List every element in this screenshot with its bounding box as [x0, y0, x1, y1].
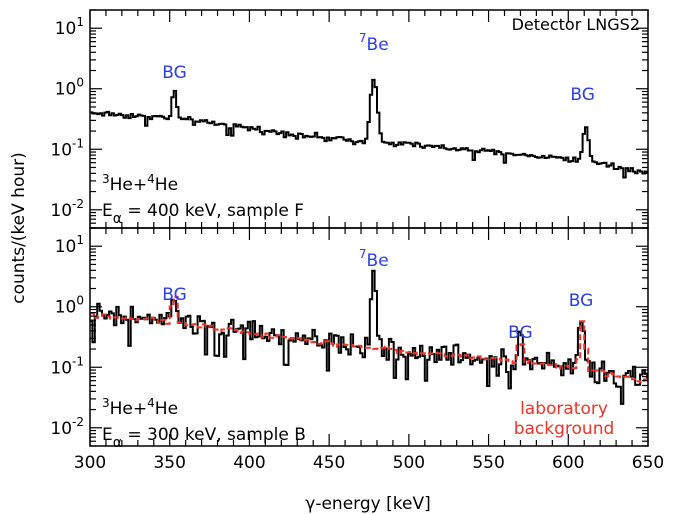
y-tick-label: 100 [55, 294, 84, 318]
background-label: background [514, 419, 615, 439]
x-tick-label: 300 [74, 453, 106, 473]
x-tick-label: 450 [313, 453, 345, 473]
condition-label: Eα = 300 keV, sample B [102, 425, 306, 451]
y-tick-label: 10-2 [50, 415, 84, 439]
y-tick-label: 10-2 [50, 197, 84, 221]
x-tick-label: 550 [472, 453, 504, 473]
condition-label: Eα = 400 keV, sample F [102, 201, 304, 227]
y-tick-base: 10 [55, 298, 77, 318]
y-tick-exponent: 0 [76, 294, 84, 308]
x-tick-label: 650 [632, 453, 664, 473]
y-tick-exponent: -2 [72, 197, 84, 211]
peak-label: 7Be [359, 247, 389, 271]
y-tick-label: 10-1 [50, 136, 84, 160]
condition-symbol: E [102, 201, 113, 221]
y-tick-exponent: -1 [72, 354, 84, 368]
detector-label: Detector LNGS2 [512, 15, 640, 34]
peak-name: Be [367, 35, 389, 55]
y-tick-label: 101 [55, 15, 84, 39]
y-tick-exponent: -1 [72, 136, 84, 150]
peak-superscript: 7 [359, 247, 367, 261]
reaction-text: He+ [110, 399, 148, 419]
peak-label: 7Be [359, 31, 389, 55]
y-tick-base: 10 [50, 419, 72, 439]
peak-label: BG [162, 285, 187, 305]
condition-text: = 300 keV, sample B [122, 425, 306, 445]
condition-text: = 400 keV, sample F [122, 201, 304, 221]
y-tick-exponent: 1 [76, 233, 84, 247]
peak-superscript: 7 [359, 31, 367, 45]
peak-label: BG [570, 85, 595, 105]
y-tick-base: 10 [50, 358, 72, 378]
x-tick-label: 500 [393, 453, 425, 473]
y-tick-base: 10 [50, 201, 72, 221]
background-label: laboratory [520, 399, 608, 419]
x-axis-label: γ-energy [keV] [305, 494, 430, 514]
plot-frame [89, 227, 649, 447]
reaction-text: He [155, 399, 178, 419]
condition-symbol: E [102, 425, 113, 445]
reaction-superscript: 4 [147, 396, 155, 410]
reaction-text: He [155, 175, 178, 195]
y-tick-label: 101 [55, 233, 84, 257]
reaction-label: 3He+4He [102, 172, 178, 195]
reaction-text: He+ [110, 175, 148, 195]
x-tick-label: 600 [552, 453, 584, 473]
y-tick-label: 100 [55, 76, 84, 100]
y-tick-exponent: 0 [76, 76, 84, 90]
background-spectrum-line [90, 295, 648, 384]
reaction-superscript: 3 [102, 396, 110, 410]
y-tick-base: 10 [55, 80, 77, 100]
y-tick-base: 10 [55, 237, 77, 257]
x-tick-label: 350 [153, 453, 185, 473]
spectrum-line [90, 78, 648, 179]
peak-label: BG [508, 323, 533, 343]
reaction-superscript: 4 [147, 172, 155, 186]
y-tick-base: 10 [55, 19, 77, 39]
peak-label: BG [569, 291, 594, 311]
reaction-superscript: 3 [102, 172, 110, 186]
y-axis-label: counts/(keV hour) [9, 152, 29, 303]
y-tick-label: 10-1 [50, 354, 84, 378]
peak-name: Be [367, 251, 389, 271]
y-tick-exponent: -2 [72, 415, 84, 429]
y-tick-exponent: 1 [76, 15, 84, 29]
peak-label: BG [162, 63, 187, 83]
y-tick-base: 10 [50, 140, 72, 160]
condition-subscript: α [113, 211, 122, 227]
x-tick-label: 400 [233, 453, 265, 473]
reaction-label: 3He+4He [102, 396, 178, 419]
condition-subscript: α [113, 435, 122, 451]
